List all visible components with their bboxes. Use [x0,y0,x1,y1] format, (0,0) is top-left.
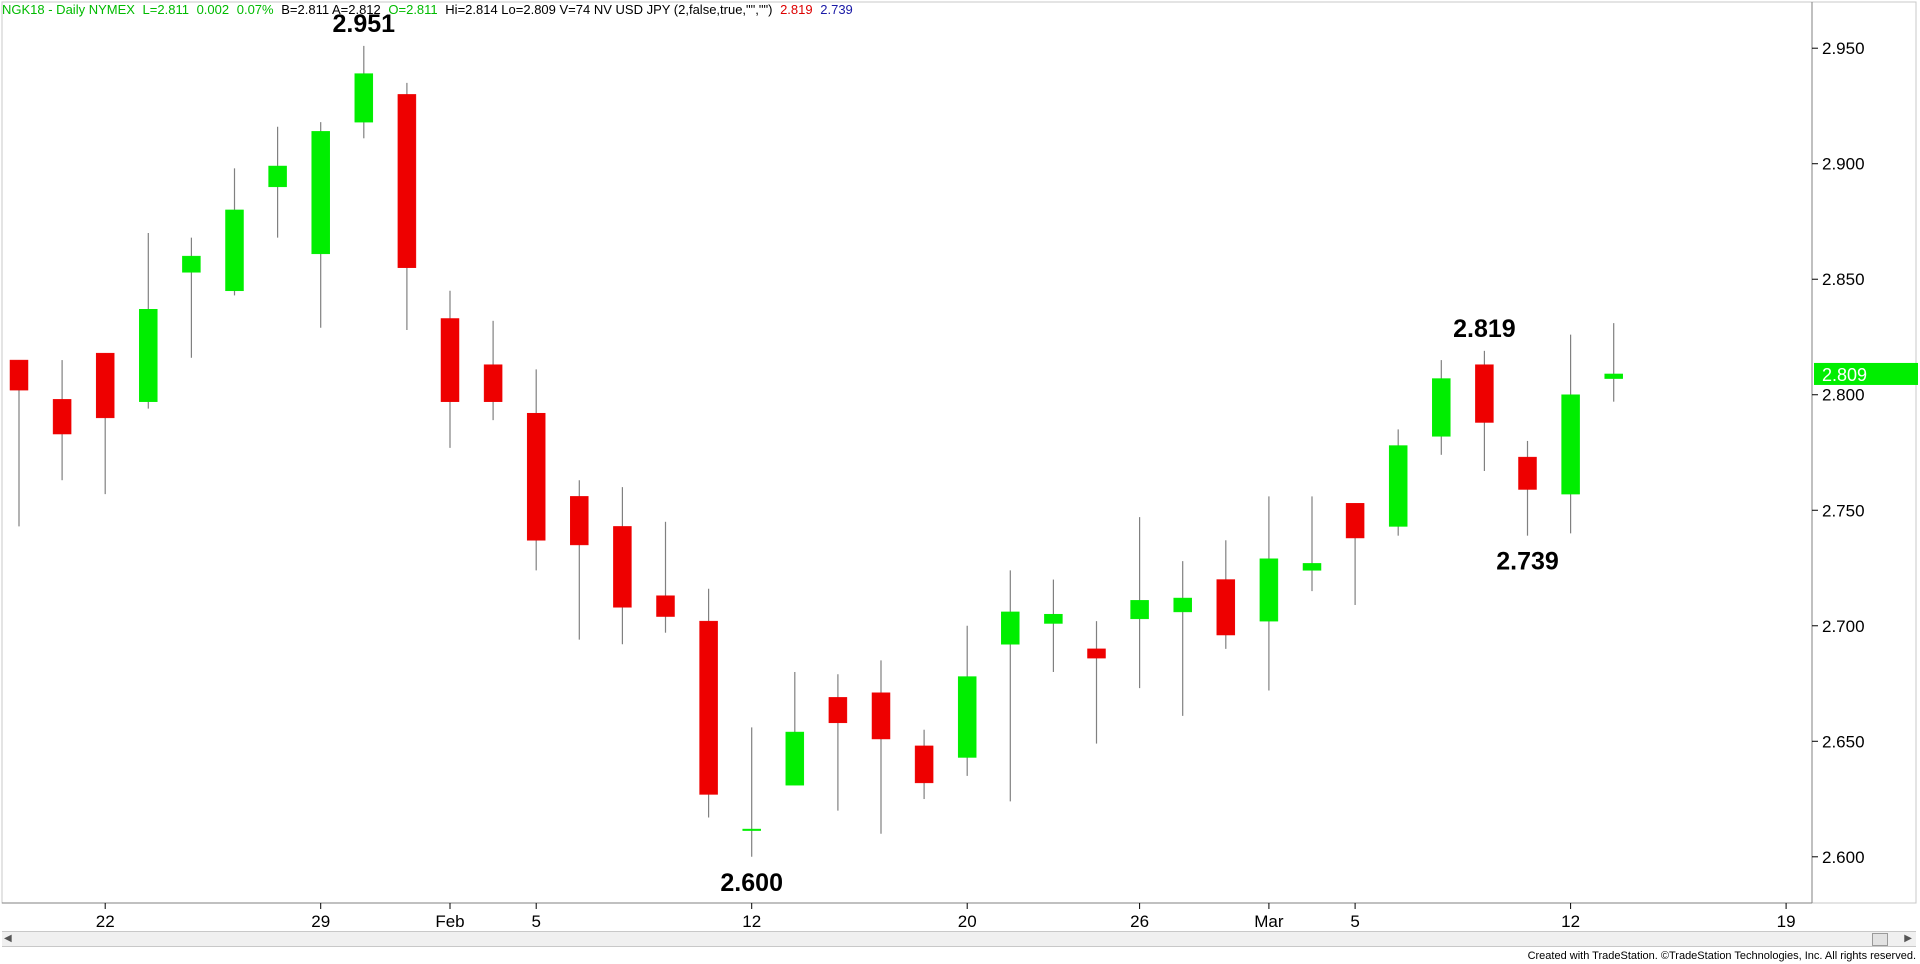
candle-body[interactable] [1216,579,1236,636]
x-tick-label: 12 [1561,912,1580,931]
x-tick-label: 20 [958,912,977,931]
price-annotation: 2.951 [333,10,396,38]
y-tick-label: 2.600 [1822,848,1865,867]
candle-body[interactable] [268,165,287,188]
candle-body[interactable] [182,255,201,273]
candle-body[interactable] [440,318,460,402]
last-price-label: L=2.811 [142,2,189,17]
candle-body[interactable] [957,676,977,758]
percent-change-label: 0.07% [236,2,274,17]
price-annotation: 2.819 [1453,315,1516,343]
chart-frame [1,1,1917,904]
candle-body[interactable] [1475,364,1494,423]
x-tick-label: Mar [1254,912,1284,931]
horizontal-scrollbar[interactable]: ◀ ▶ [2,931,1916,947]
candle-body[interactable] [699,620,718,795]
y-tick-label: 2.700 [1822,617,1865,636]
candle-body[interactable] [1087,648,1106,659]
scroll-right-arrow-icon[interactable]: ▶ [1904,933,1912,944]
x-tick-label: 19 [1777,912,1796,931]
price-annotation: 2.600 [720,869,783,897]
candle-body[interactable] [1604,373,1623,379]
candle-body[interactable] [785,731,805,786]
candle-body[interactable] [656,595,675,617]
y-tick-label: 2.750 [1822,501,1865,520]
x-tick-label: 29 [311,912,330,931]
candle-body[interactable] [1518,456,1537,490]
candle-body[interactable] [828,697,848,724]
price-annotation: 2.739 [1496,548,1559,576]
candle-body[interactable] [1345,503,1365,539]
hi-lo-volume-label: Hi=2.814 Lo=2.809 V=74 NV USD JPY (2,fal… [445,2,773,17]
y-tick-label: 2.800 [1822,386,1865,405]
x-tick-label: Feb [435,912,464,931]
candle-body[interactable] [1432,378,1451,437]
copyright-footer: Created with TradeStation. ©TradeStation… [1527,950,1916,962]
candle-body[interactable] [1259,558,1279,622]
candle-body[interactable] [311,131,330,255]
candle-body[interactable] [1388,445,1408,527]
candle-body[interactable] [871,692,891,740]
candle-body[interactable] [526,412,546,541]
candle-body[interactable] [9,359,29,391]
candle-body[interactable] [1561,394,1580,495]
scroll-thumb[interactable] [1872,933,1888,946]
candle-body[interactable] [1130,600,1149,620]
x-tick-label: 12 [742,912,761,931]
level-low-label: 2.739 [820,2,853,17]
open-label: O=2.811 [388,2,438,17]
candle-body[interactable] [95,352,115,419]
bid-ask-label: B=2.811 A=2.812 [281,2,381,17]
candle-body[interactable] [225,209,244,292]
candle-body[interactable] [613,526,632,608]
candle-body[interactable] [483,364,503,402]
last-price-label-tag: 2.809 [1822,365,1867,385]
candle-body[interactable] [139,309,158,402]
candle-body[interactable] [1001,611,1020,645]
y-tick-label: 2.950 [1822,39,1865,58]
candle-body[interactable] [1302,563,1322,571]
symbol-label: NGK18 - Daily NYMEX [2,2,135,17]
candle-body[interactable] [354,73,374,123]
x-tick-label: 26 [1130,912,1149,931]
scroll-left-arrow-icon[interactable]: ◀ [4,933,12,944]
candle-body[interactable] [397,94,417,268]
x-tick-label: 5 [531,912,540,931]
y-tick-label: 2.650 [1822,732,1865,751]
candle-body[interactable] [570,496,589,546]
last-price-tag [1814,362,1918,385]
candle-body[interactable] [52,399,72,435]
y-tick-label: 2.850 [1822,270,1865,289]
candle-body[interactable] [914,745,934,784]
level-high-label: 2.819 [780,2,813,17]
chart-header: NGK18 - Daily NYMEX L=2.811 0.002 0.07% … [2,2,857,17]
x-tick-label: 22 [96,912,115,931]
y-tick-label: 2.900 [1822,155,1865,174]
x-tick-label: 5 [1350,912,1359,931]
candle-body[interactable] [1173,597,1192,613]
candle-body[interactable] [1044,613,1063,624]
candle-body[interactable] [742,828,761,831]
change-label: 0.002 [196,2,230,17]
